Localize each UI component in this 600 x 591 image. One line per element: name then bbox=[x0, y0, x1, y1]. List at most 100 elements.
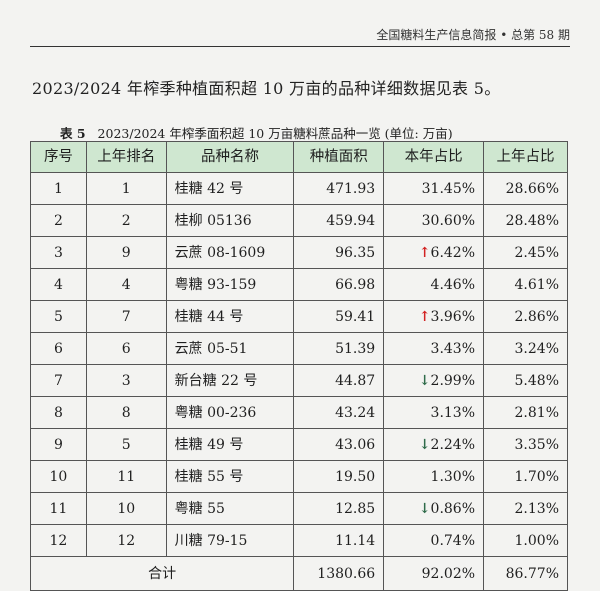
arrow-down-icon: ↓ bbox=[418, 500, 431, 517]
share-cell: 3.43% bbox=[383, 332, 485, 365]
variety-table: 序号 上年排名 品种名称 种植面积 本年占比 上年占比 1 1 桂糖 42 号 471… bbox=[29, 141, 568, 591]
row-number-cell: 8 bbox=[30, 396, 87, 429]
variety-name-cell: 粤糖 55 bbox=[165, 492, 295, 525]
table-row: 8 8 粤糖 00-236 43.24 3.13% 2.81% bbox=[30, 396, 568, 429]
last-rank-cell: 5 bbox=[85, 428, 167, 461]
last-share-cell: 4.61% bbox=[483, 268, 568, 301]
header-divider bbox=[30, 46, 570, 47]
share-value: 3.96% bbox=[430, 308, 476, 325]
table-row: 11 10 粤糖 55 12.85 ↓0.86% 2.13% bbox=[30, 492, 568, 525]
last-rank-cell: 1 bbox=[85, 172, 167, 205]
area-cell: 11.14 bbox=[293, 524, 385, 557]
share-cell: ↑6.42% bbox=[383, 236, 485, 269]
arrow-down-icon: ↓ bbox=[418, 436, 431, 453]
column-header: 品种名称 bbox=[165, 141, 295, 173]
last-share-cell: 1.70% bbox=[483, 460, 568, 493]
share-value: 6.42% bbox=[430, 244, 476, 261]
area-cell: 66.98 bbox=[293, 268, 385, 301]
variety-name-cell: 粤糖 00-236 bbox=[165, 396, 295, 429]
last-rank-cell: 9 bbox=[85, 236, 167, 269]
row-number-cell: 2 bbox=[30, 204, 87, 237]
variety-name-cell: 桂糖 49 号 bbox=[165, 428, 295, 461]
row-number-cell: 1 bbox=[30, 172, 87, 205]
last-share-cell: 28.48% bbox=[483, 204, 568, 237]
last-rank-cell: 7 bbox=[85, 300, 167, 333]
table-caption-number: 表 5 bbox=[60, 126, 86, 141]
last-rank-cell: 12 bbox=[85, 524, 167, 557]
total-row: 合计 1380.66 92.02% 86.77% bbox=[29, 556, 568, 591]
row-number-cell: 3 bbox=[30, 236, 87, 269]
table-row: 3 9 云蔗 08-1609 96.35 ↑6.42% 2.45% bbox=[30, 236, 568, 269]
share-cell: 30.60% bbox=[383, 204, 485, 237]
row-number-cell: 9 bbox=[30, 428, 87, 461]
table-row: 1 1 桂糖 42 号 471.93 31.45% 28.66% bbox=[30, 172, 568, 205]
row-number-cell: 6 bbox=[30, 332, 87, 365]
share-value: 2.99% bbox=[430, 372, 476, 389]
table-row: 5 7 桂糖 44 号 59.41 ↑3.96% 2.86% bbox=[30, 300, 568, 333]
column-header: 序号 bbox=[30, 141, 87, 173]
column-header: 上年占比 bbox=[483, 141, 568, 173]
area-cell: 459.94 bbox=[293, 204, 385, 237]
variety-name-cell: 桂糖 42 号 bbox=[165, 172, 295, 205]
share-cell: 3.13% bbox=[383, 396, 485, 429]
last-share-cell: 2.45% bbox=[483, 236, 568, 269]
last-share-cell: 1.00% bbox=[483, 524, 568, 557]
column-header: 种植面积 bbox=[293, 141, 385, 173]
table-row: 2 2 桂柳 05136 459.94 30.60% 28.48% bbox=[30, 204, 568, 237]
last-share-cell: 2.81% bbox=[483, 396, 568, 429]
variety-name-cell: 桂糖 55 号 bbox=[165, 460, 295, 493]
last-share-cell: 3.24% bbox=[483, 332, 568, 365]
last-rank-cell: 6 bbox=[85, 332, 167, 365]
row-number-cell: 5 bbox=[30, 300, 87, 333]
area-cell: 43.06 bbox=[293, 428, 385, 461]
variety-name-cell: 桂糖 44 号 bbox=[165, 300, 295, 333]
last-rank-cell: 10 bbox=[85, 492, 167, 525]
variety-name-cell: 云蔗 05-51 bbox=[165, 332, 295, 365]
area-cell: 471.93 bbox=[293, 172, 385, 205]
last-share-cell: 3.35% bbox=[483, 428, 568, 461]
row-number-cell: 11 bbox=[30, 492, 87, 525]
total-last-share: 86.77% bbox=[483, 556, 568, 591]
last-share-cell: 28.66% bbox=[483, 172, 568, 205]
last-share-cell: 2.86% bbox=[483, 300, 568, 333]
share-cell: ↓2.99% bbox=[383, 364, 485, 397]
share-cell: ↓2.24% bbox=[383, 428, 485, 461]
last-share-cell: 2.13% bbox=[483, 492, 568, 525]
journal-header: 全国糖料生产信息简报 • 总第 58 期 bbox=[376, 28, 570, 42]
share-value: 0.86% bbox=[430, 500, 476, 517]
area-cell: 59.41 bbox=[293, 300, 385, 333]
table-row: 7 3 新台糖 22 号 44.87 ↓2.99% 5.48% bbox=[30, 364, 568, 397]
area-cell: 96.35 bbox=[293, 236, 385, 269]
table-row: 10 11 桂糖 55 号 19.50 1.30% 1.70% bbox=[30, 460, 568, 493]
variety-name-cell: 桂柳 05136 bbox=[165, 204, 295, 237]
area-cell: 44.87 bbox=[293, 364, 385, 397]
table-caption: 表 5 2023/2024 年榨季面积超 10 万亩糖料蔗品种一览 (单位: 万… bbox=[60, 123, 453, 142]
total-share: 92.02% bbox=[383, 556, 485, 591]
table-row: 4 4 粤糖 93-159 66.98 4.46% 4.61% bbox=[30, 268, 568, 301]
table-header-row: 序号 上年排名 品种名称 种植面积 本年占比 上年占比 bbox=[30, 141, 568, 173]
share-cell: 31.45% bbox=[383, 172, 485, 205]
area-cell: 19.50 bbox=[293, 460, 385, 493]
arrow-up-icon: ↑ bbox=[418, 308, 431, 325]
table-caption-text: 2023/2024 年榨季面积超 10 万亩糖料蔗品种一览 (单位: 万亩) bbox=[97, 126, 453, 141]
last-rank-cell: 11 bbox=[85, 460, 167, 493]
share-cell: 1.30% bbox=[383, 460, 485, 493]
variety-name-cell: 新台糖 22 号 bbox=[165, 364, 295, 397]
table-row: 9 5 桂糖 49 号 43.06 ↓2.24% 3.35% bbox=[30, 428, 568, 461]
table-body: 1 1 桂糖 42 号 471.93 31.45% 28.66% 2 2 桂柳 05136 459… bbox=[30, 172, 568, 557]
variety-name-cell: 云蔗 08-1609 bbox=[165, 236, 295, 269]
total-label: 合计 bbox=[29, 556, 295, 591]
area-cell: 12.85 bbox=[293, 492, 385, 525]
row-number-cell: 10 bbox=[30, 460, 87, 493]
last-rank-cell: 4 bbox=[85, 268, 167, 301]
row-number-cell: 12 bbox=[30, 524, 87, 557]
arrow-down-icon: ↓ bbox=[418, 372, 431, 389]
last-rank-cell: 3 bbox=[85, 364, 167, 397]
table-row: 6 6 云蔗 05-51 51.39 3.43% 3.24% bbox=[30, 332, 568, 365]
share-cell: 0.74% bbox=[383, 524, 485, 557]
table-row: 12 12 川糖 79-15 11.14 0.74% 1.00% bbox=[30, 524, 568, 557]
share-cell: 4.46% bbox=[383, 268, 485, 301]
last-rank-cell: 8 bbox=[85, 396, 167, 429]
variety-name-cell: 粤糖 93-159 bbox=[165, 268, 295, 301]
column-header: 本年占比 bbox=[383, 141, 485, 173]
